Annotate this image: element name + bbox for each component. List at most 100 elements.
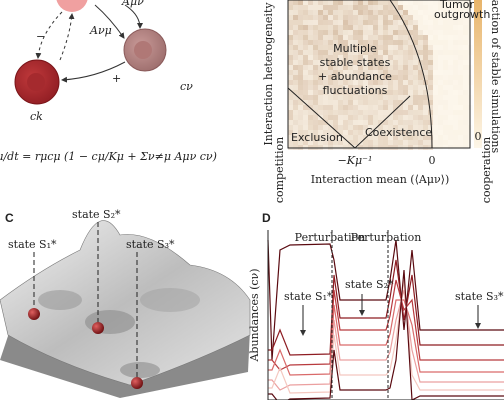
- heat-cell: [413, 60, 418, 65]
- heat-cell: [408, 80, 413, 85]
- heat-cell: [313, 60, 318, 65]
- heat-cell: [383, 75, 388, 80]
- heat-cell: [418, 105, 423, 110]
- region-label: Tumor: [439, 0, 474, 11]
- heat-cell: [313, 40, 318, 45]
- heat-cell: [463, 135, 468, 140]
- heat-cell: [343, 10, 348, 15]
- heat-cell: [378, 20, 383, 25]
- heat-cell: [393, 85, 398, 90]
- heat-cell: [403, 90, 408, 95]
- heat-cell: [303, 15, 308, 20]
- heat-cell: [428, 25, 433, 30]
- heat-cell: [383, 55, 388, 60]
- heat-cell: [333, 50, 338, 55]
- heat-cell: [388, 115, 393, 120]
- heat-cell: [433, 105, 438, 110]
- heat-cell: [383, 135, 388, 140]
- arrow: [61, 61, 126, 83]
- heat-cell: [413, 20, 418, 25]
- heat-cell: [408, 115, 413, 120]
- heat-cell: [363, 105, 368, 110]
- heat-cell: [443, 90, 448, 95]
- heat-cell: [298, 5, 303, 10]
- heat-cell: [343, 45, 348, 50]
- heat-cell: [358, 105, 363, 110]
- heat-cell: [453, 120, 458, 125]
- heat-cell: [398, 0, 403, 5]
- heat-cell: [403, 75, 408, 80]
- heat-cell: [453, 10, 458, 15]
- heat-cell: [303, 90, 308, 95]
- heat-cell: [408, 55, 413, 60]
- heat-cell: [343, 35, 348, 40]
- heat-cell: [303, 95, 308, 100]
- heat-cell: [388, 55, 393, 60]
- heat-cell: [368, 0, 373, 5]
- heat-cell: [293, 95, 298, 100]
- heat-cell: [318, 0, 323, 5]
- heat-cell: [348, 15, 353, 20]
- heat-cell: [348, 5, 353, 10]
- heat-cell: [323, 120, 328, 125]
- heat-cell: [348, 75, 353, 80]
- heat-cell: [323, 90, 328, 95]
- heat-cell: [463, 5, 468, 10]
- heat-cell: [373, 130, 378, 135]
- heat-cell: [308, 95, 313, 100]
- heat-cell: [333, 70, 338, 75]
- heat-cell: [413, 85, 418, 90]
- heat-cell: [393, 50, 398, 55]
- heat-cell: [358, 45, 363, 50]
- heat-cell: [438, 0, 443, 5]
- heat-cell: [383, 140, 388, 145]
- heat-cell: [403, 30, 408, 35]
- heat-cell: [308, 0, 313, 5]
- heat-cell: [353, 75, 358, 80]
- heat-cell: [443, 115, 448, 120]
- heat-cell: [463, 95, 468, 100]
- heat-cell: [303, 135, 308, 140]
- heat-cell: [463, 115, 468, 120]
- heat-cell: [438, 135, 443, 140]
- valley: [140, 288, 200, 312]
- heat-cell: [388, 60, 393, 65]
- heat-cell: [423, 45, 428, 50]
- heat-cell: [398, 105, 403, 110]
- heat-cell: [323, 75, 328, 80]
- heat-cell: [393, 115, 398, 120]
- heat-cell: [403, 115, 408, 120]
- heat-cell: [353, 50, 358, 55]
- heat-cell: [298, 20, 303, 25]
- heat-cell: [348, 95, 353, 100]
- heat-cell: [388, 135, 393, 140]
- heat-cell: [453, 100, 458, 105]
- heat-cell: [288, 130, 293, 135]
- heat-cell: [373, 40, 378, 45]
- heat-cell: [428, 100, 433, 105]
- heat-cell: [323, 15, 328, 20]
- heat-cell: [443, 140, 448, 145]
- heat-cell: [368, 5, 373, 10]
- heat-cell: [408, 120, 413, 125]
- heat-cell: [408, 75, 413, 80]
- heat-cell: [418, 115, 423, 120]
- heat-cell: [293, 55, 298, 60]
- heat-cell: [393, 30, 398, 35]
- heat-cell: [333, 90, 338, 95]
- heat-cell: [358, 5, 363, 10]
- heat-cell: [428, 80, 433, 85]
- heat-cell: [403, 110, 408, 115]
- heat-cell: [318, 10, 323, 15]
- heat-cell: [453, 135, 458, 140]
- heat-cell: [418, 70, 423, 75]
- region-label: + abundance: [318, 70, 392, 83]
- heat-cell: [318, 130, 323, 135]
- heat-cell: [378, 60, 383, 65]
- heat-cell: [288, 5, 293, 10]
- heat-cell: [463, 70, 468, 75]
- heat-cell: [303, 140, 308, 145]
- heat-cell: [338, 15, 343, 20]
- heat-cell: [438, 105, 443, 110]
- heat-cell: [358, 115, 363, 120]
